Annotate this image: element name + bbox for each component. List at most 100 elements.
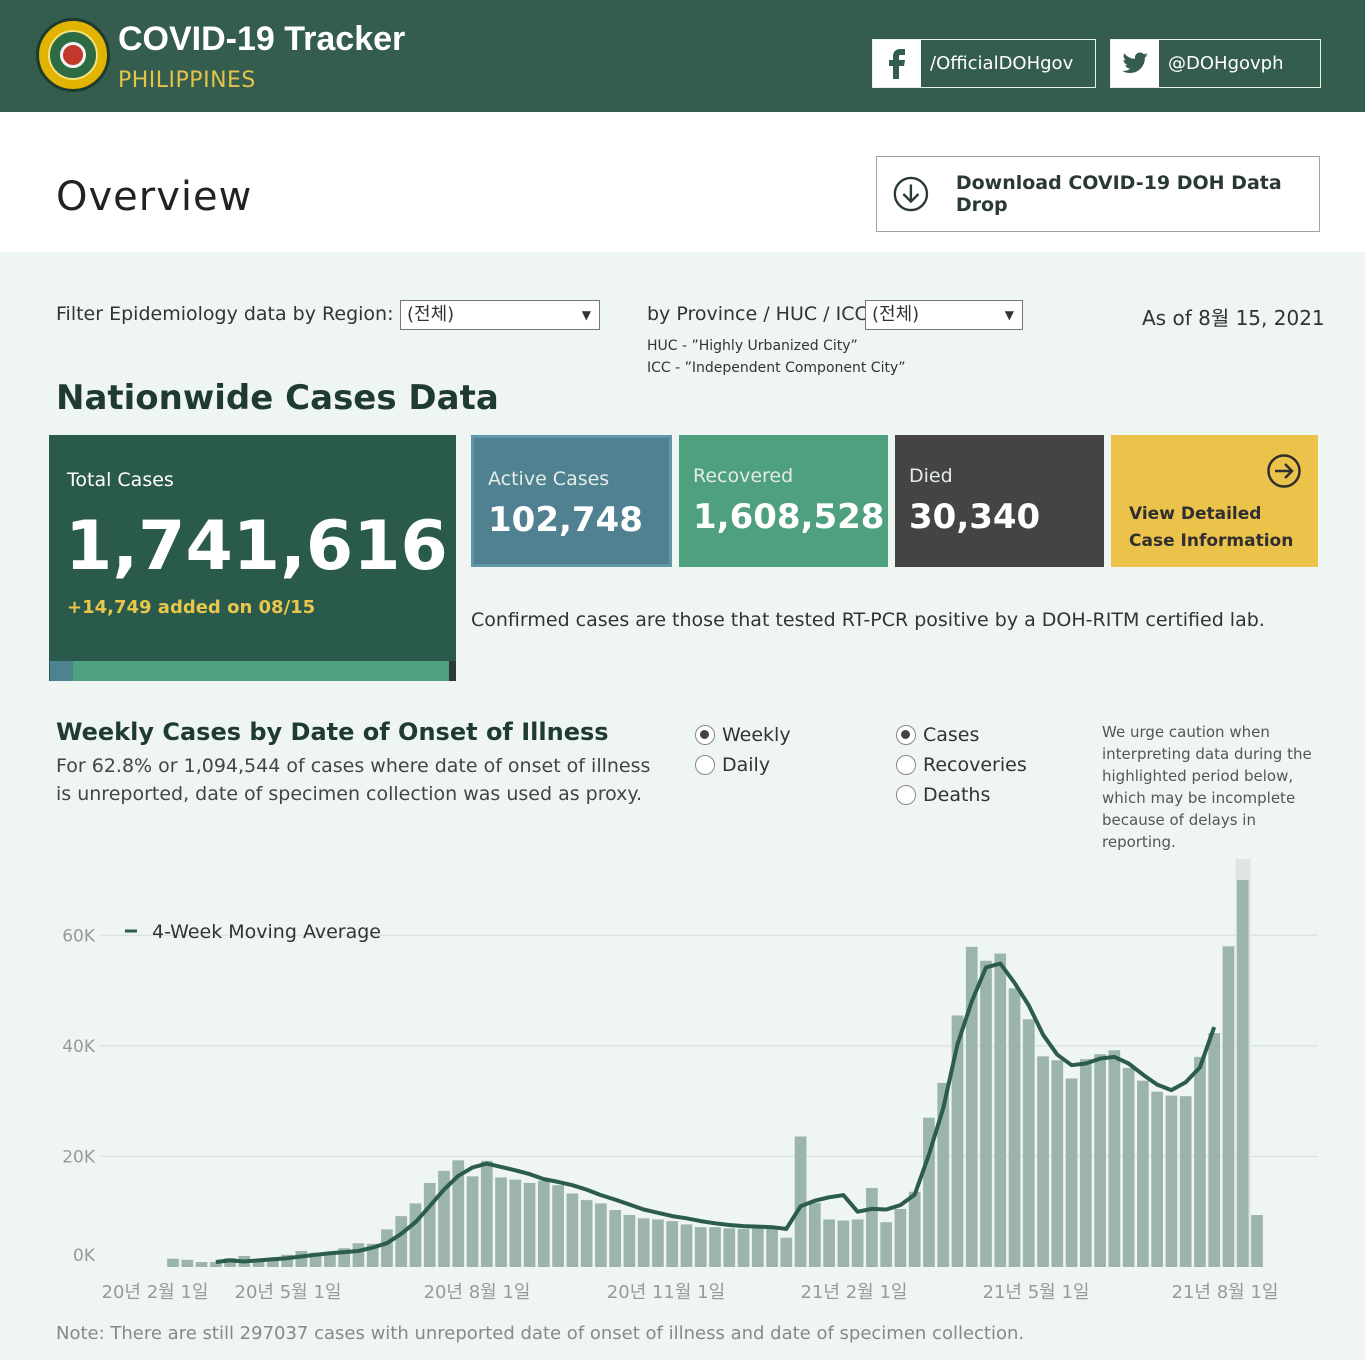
- active-label: Active Cases: [488, 468, 610, 490]
- huc-note: HUC - ”Highly Urbanized City”: [647, 338, 858, 354]
- x-tick-label: 21년 8월 1일: [1172, 1282, 1279, 1303]
- weekly-description: For 62.8% or 1,094,544 of cases where da…: [56, 755, 651, 805]
- bar: [637, 1218, 650, 1267]
- bar: [780, 1237, 793, 1267]
- facebook-label: /OfficialDOHgov: [930, 53, 1074, 74]
- bar: [1051, 1060, 1064, 1267]
- download-label: Download COVID-19 DOH Data Drop: [955, 172, 1282, 216]
- bar: [866, 1187, 878, 1267]
- province-filter-label: by Province / HUC / ICC:: [647, 303, 875, 325]
- region-filter-label: Filter Epidemiology data by Region:: [56, 303, 394, 325]
- radio-dot: [896, 725, 916, 745]
- y-tick-label: 0K: [73, 1246, 96, 1266]
- top-header: COVID-19 Tracker PHILIPPINES /OfficialDO…: [0, 0, 1365, 112]
- radio-dot: [896, 755, 916, 775]
- bar: [937, 1082, 950, 1267]
- radio-cases[interactable]: Cases: [896, 724, 979, 746]
- bar: [552, 1185, 564, 1267]
- bar: [338, 1248, 351, 1267]
- died-card: Died 30,340: [895, 435, 1104, 567]
- active-value: 102,748: [488, 500, 643, 540]
- bar: [181, 1259, 194, 1267]
- view-detailed-label: View Detailed Case Information: [1129, 501, 1293, 555]
- bar: [1251, 1215, 1263, 1267]
- legend-label: 4-Week Moving Average: [152, 921, 381, 943]
- bar: [680, 1224, 693, 1267]
- radio-recoveries[interactable]: Recoveries: [896, 754, 1027, 776]
- bar: [495, 1177, 507, 1267]
- bar: [1236, 880, 1249, 1267]
- bar: [1022, 1019, 1035, 1267]
- radio-daily[interactable]: Daily: [695, 754, 770, 776]
- bar: [566, 1193, 579, 1267]
- bar: [295, 1250, 308, 1267]
- bar: [837, 1220, 850, 1267]
- bar: [523, 1182, 536, 1267]
- radio-deaths-label: Deaths: [923, 784, 991, 806]
- bar: [167, 1258, 179, 1267]
- radio-weekly-label: Weekly: [722, 724, 791, 746]
- weekly-cases-svg: 0K 20K 40K 60K 4-Week Moving Average 20년 2월 1…: [62, 859, 1318, 1303]
- active-segment: [50, 661, 73, 681]
- bar: [281, 1254, 293, 1267]
- region-select[interactable]: (전체) ▼: [400, 300, 600, 330]
- total-cases-value: 1,741,616: [65, 507, 448, 586]
- radio-daily-label: Daily: [722, 754, 771, 776]
- bar: [694, 1227, 707, 1267]
- app-title: COVID-19 Tracker: [118, 20, 406, 58]
- as-of-date: As of 8월 15, 2021: [1142, 306, 1325, 330]
- overview-band: Overview Download COVID-19 DOH Data Drop: [0, 112, 1365, 252]
- bar: [823, 1219, 835, 1267]
- facebook-link[interactable]: /OfficialDOHgov: [872, 39, 1096, 88]
- x-tick-label: 20년 8월 1일: [424, 1282, 531, 1303]
- bar: [980, 960, 992, 1267]
- bar: [438, 1170, 450, 1267]
- confirmed-note: Confirmed cases are those that tested RT…: [471, 609, 1265, 631]
- composition-bar: [50, 661, 456, 681]
- radio-deaths[interactable]: Deaths: [896, 784, 990, 806]
- arrow-right-circle-icon: [1267, 454, 1301, 488]
- bar: [751, 1228, 764, 1267]
- doh-seal-logo: [36, 18, 110, 92]
- bar: [1079, 1059, 1092, 1267]
- bar: [880, 1222, 893, 1267]
- view-detailed-button[interactable]: View Detailed Case Information: [1111, 435, 1318, 567]
- icc-note: ICC - ”Independent Component City”: [647, 360, 906, 376]
- bar: [224, 1258, 236, 1267]
- bar: [951, 1015, 964, 1267]
- bar: [324, 1252, 336, 1267]
- moving-average-line: [215, 961, 1217, 1264]
- twitter-link[interactable]: @DOHgovph: [1110, 39, 1321, 88]
- bar: [537, 1180, 550, 1267]
- radio-recoveries-label: Recoveries: [923, 754, 1027, 776]
- bar: [480, 1160, 493, 1267]
- bar: [252, 1261, 265, 1267]
- weekly-title: Weekly Cases by Date of Onset of Illness: [56, 718, 609, 746]
- province-select[interactable]: (전체) ▼: [865, 300, 1023, 330]
- bar: [1108, 1050, 1121, 1267]
- x-tick-label: 20년 2월 1일: [102, 1282, 209, 1303]
- bar: [994, 953, 1007, 1267]
- bar: [452, 1160, 465, 1267]
- bar: [766, 1228, 778, 1267]
- bar: [1165, 1095, 1178, 1267]
- y-tick-label: 40K: [62, 1037, 96, 1057]
- died-label: Died: [909, 465, 953, 487]
- bar: [1008, 988, 1021, 1267]
- bar: [908, 1191, 921, 1267]
- bar: [309, 1252, 322, 1267]
- total-cases-label: Total Cases: [67, 469, 174, 491]
- bar: [466, 1176, 479, 1267]
- bar: [709, 1227, 721, 1267]
- bar: [366, 1243, 379, 1267]
- radio-dot: [896, 785, 916, 805]
- radio-weekly[interactable]: Weekly: [695, 724, 791, 746]
- chevron-down-icon: ▼: [1004, 308, 1014, 322]
- bar: [1179, 1096, 1192, 1267]
- overview-title: Overview: [56, 174, 253, 220]
- seal-ring: [48, 30, 98, 80]
- chart-footnote: Note: There are still 297037 cases with …: [56, 1323, 1025, 1344]
- bar: [1065, 1078, 1078, 1267]
- download-data-drop-button[interactable]: Download COVID-19 DOH Data Drop: [876, 156, 1320, 232]
- province-select-value: (전체): [872, 304, 920, 325]
